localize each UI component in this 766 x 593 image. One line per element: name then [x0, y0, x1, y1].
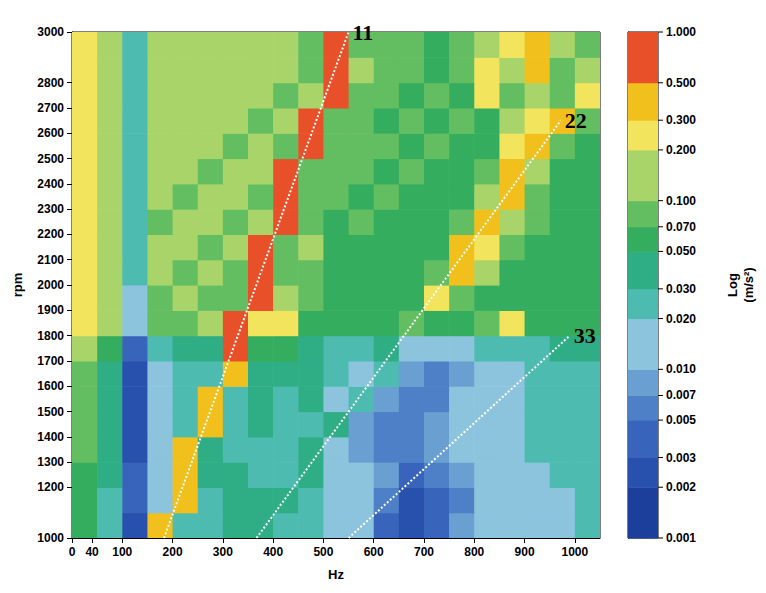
svg-text:100: 100 [112, 545, 132, 559]
svg-text:0.010: 0.010 [666, 362, 696, 376]
svg-text:0.002: 0.002 [666, 480, 696, 494]
svg-text:900: 900 [515, 545, 535, 559]
svg-text:1000: 1000 [562, 545, 589, 559]
svg-text:0.500: 0.500 [666, 76, 696, 90]
svg-text:2400: 2400 [37, 177, 64, 191]
svg-text:2600: 2600 [37, 126, 64, 140]
svg-text:2500: 2500 [37, 152, 64, 166]
svg-text:22: 22 [565, 108, 587, 133]
svg-text:1200: 1200 [37, 480, 64, 494]
svg-text:2700: 2700 [37, 101, 64, 115]
svg-text:200: 200 [163, 545, 183, 559]
svg-text:400: 400 [263, 545, 283, 559]
svg-text:700: 700 [414, 545, 434, 559]
svg-text:0: 0 [69, 545, 76, 559]
svg-text:1900: 1900 [37, 303, 64, 317]
svg-text:0.030: 0.030 [666, 282, 696, 296]
svg-text:Hz: Hz [328, 567, 344, 582]
svg-text:2000: 2000 [37, 278, 64, 292]
svg-text:1500: 1500 [37, 405, 64, 419]
svg-text:0.005: 0.005 [666, 413, 696, 427]
svg-text:0.001: 0.001 [666, 531, 696, 545]
svg-text:1600: 1600 [37, 379, 64, 393]
svg-text:2100: 2100 [37, 253, 64, 267]
svg-text:1700: 1700 [37, 354, 64, 368]
svg-text:500: 500 [313, 545, 333, 559]
svg-text:Log: Log [725, 273, 740, 297]
svg-text:rpm: rpm [10, 273, 25, 298]
svg-text:1800: 1800 [37, 329, 64, 343]
svg-text:800: 800 [464, 545, 484, 559]
svg-text:2800: 2800 [37, 76, 64, 90]
svg-text:0.020: 0.020 [666, 312, 696, 326]
svg-text:0.300: 0.300 [666, 113, 696, 127]
svg-text:11: 11 [353, 20, 374, 45]
svg-text:0.007: 0.007 [666, 388, 696, 402]
svg-text:1400: 1400 [37, 430, 64, 444]
svg-text:1000: 1000 [37, 531, 64, 545]
svg-text:600: 600 [364, 545, 384, 559]
svg-text:3000: 3000 [37, 25, 64, 39]
svg-text:(m/s²): (m/s²) [741, 267, 756, 302]
svg-text:2300: 2300 [37, 202, 64, 216]
svg-text:33: 33 [574, 323, 596, 348]
svg-text:0.100: 0.100 [666, 194, 696, 208]
svg-text:40: 40 [85, 545, 99, 559]
svg-text:1300: 1300 [37, 455, 64, 469]
svg-text:1.000: 1.000 [666, 25, 696, 39]
svg-text:2200: 2200 [37, 227, 64, 241]
svg-text:0.200: 0.200 [666, 143, 696, 157]
svg-text:0.070: 0.070 [666, 220, 696, 234]
svg-text:0.050: 0.050 [666, 244, 696, 258]
svg-text:0.003: 0.003 [666, 451, 696, 465]
svg-text:300: 300 [213, 545, 233, 559]
